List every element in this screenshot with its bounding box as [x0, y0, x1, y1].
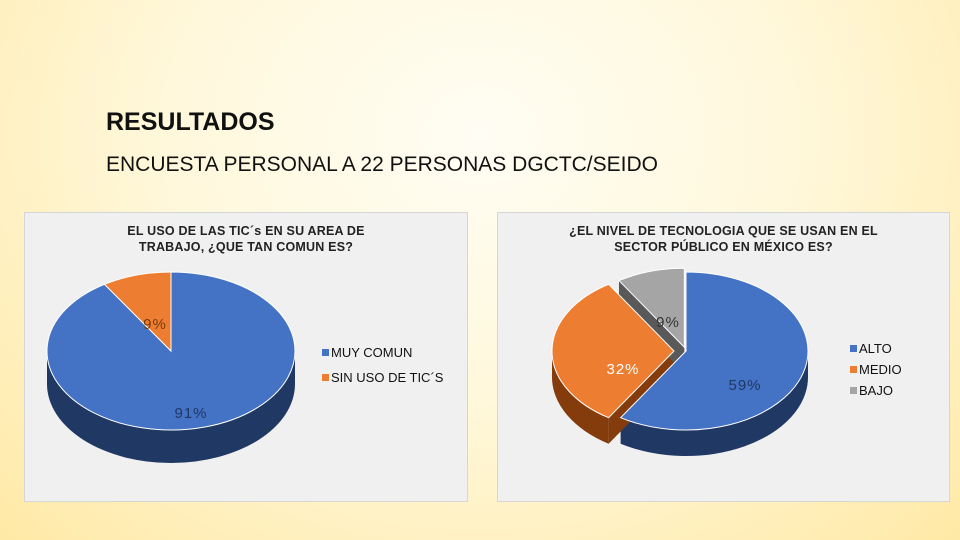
pie-slice-sin-uso-de-tic-s	[103, 271, 172, 353]
legend-swatch	[850, 366, 857, 373]
legend-label: MEDIO	[859, 362, 902, 377]
legend-item: MUY COMUN	[322, 345, 412, 360]
legend-label: SIN USO DE TIC´S	[331, 370, 444, 385]
pie-slice-alto	[619, 271, 809, 431]
slide-subtitle: ENCUESTA PERSONAL A 22 PERSONAS DGCTC/SE…	[106, 153, 658, 176]
legend-label: ALTO	[859, 341, 892, 356]
pie-slice-medio	[551, 283, 675, 419]
data-label: 9%	[143, 316, 167, 333]
legend-item: MEDIO	[850, 362, 902, 377]
pie-slice-side	[47, 351, 295, 463]
chart-title-line: EL USO DE LAS TIC´s EN SU AREA DE	[127, 224, 365, 238]
slide-title: RESULTADOS	[106, 108, 275, 136]
chart-title: EL USO DE LAS TIC´s EN SU AREA DE TRABAJ…	[25, 223, 467, 255]
legend-swatch	[322, 349, 329, 356]
legend-swatch	[322, 374, 329, 381]
legend-swatch	[850, 387, 857, 394]
chart-title-line: SECTOR PÚBLICO EN MÉXICO ES?	[614, 240, 833, 254]
legend-item: SIN USO DE TIC´S	[322, 370, 443, 385]
chart-title: ¿EL NIVEL DE TECNOLOGIA QUE SE USAN EN E…	[498, 223, 949, 255]
pie-depth	[47, 351, 295, 463]
legend-label: BAJO	[859, 383, 893, 398]
data-label: 32%	[606, 361, 639, 378]
data-label: 91%	[174, 405, 207, 422]
chart-title-line: ¿EL NIVEL DE TECNOLOGIA QUE SE USAN EN E…	[569, 224, 878, 238]
legend-label: MUY COMUN	[331, 345, 413, 360]
legend-item: BAJO	[850, 383, 893, 398]
chart-title-line: TRABAJO, ¿QUE TAN COMUN ES?	[138, 240, 354, 254]
chart-panel-tic-usage: EL USO DE LAS TIC´s EN SU AREA DE TRABAJ…	[24, 212, 468, 502]
legend-swatch	[850, 345, 857, 352]
pie-chart-tic-usage: 91% 9%	[46, 271, 296, 463]
legend-item: ALTO	[850, 341, 892, 356]
data-label: 9%	[656, 314, 680, 331]
chart-panel-tech-level: ¿EL NIVEL DE TECNOLOGIA QUE SE USAN EN E…	[497, 212, 950, 502]
pie-slice-side	[620, 351, 808, 456]
pie-chart-tech-level: 59% 32% 9%	[551, 267, 809, 456]
pie-slice-bajo	[618, 267, 685, 349]
pie-slice-side	[552, 351, 609, 444]
data-label: 59%	[728, 377, 761, 394]
